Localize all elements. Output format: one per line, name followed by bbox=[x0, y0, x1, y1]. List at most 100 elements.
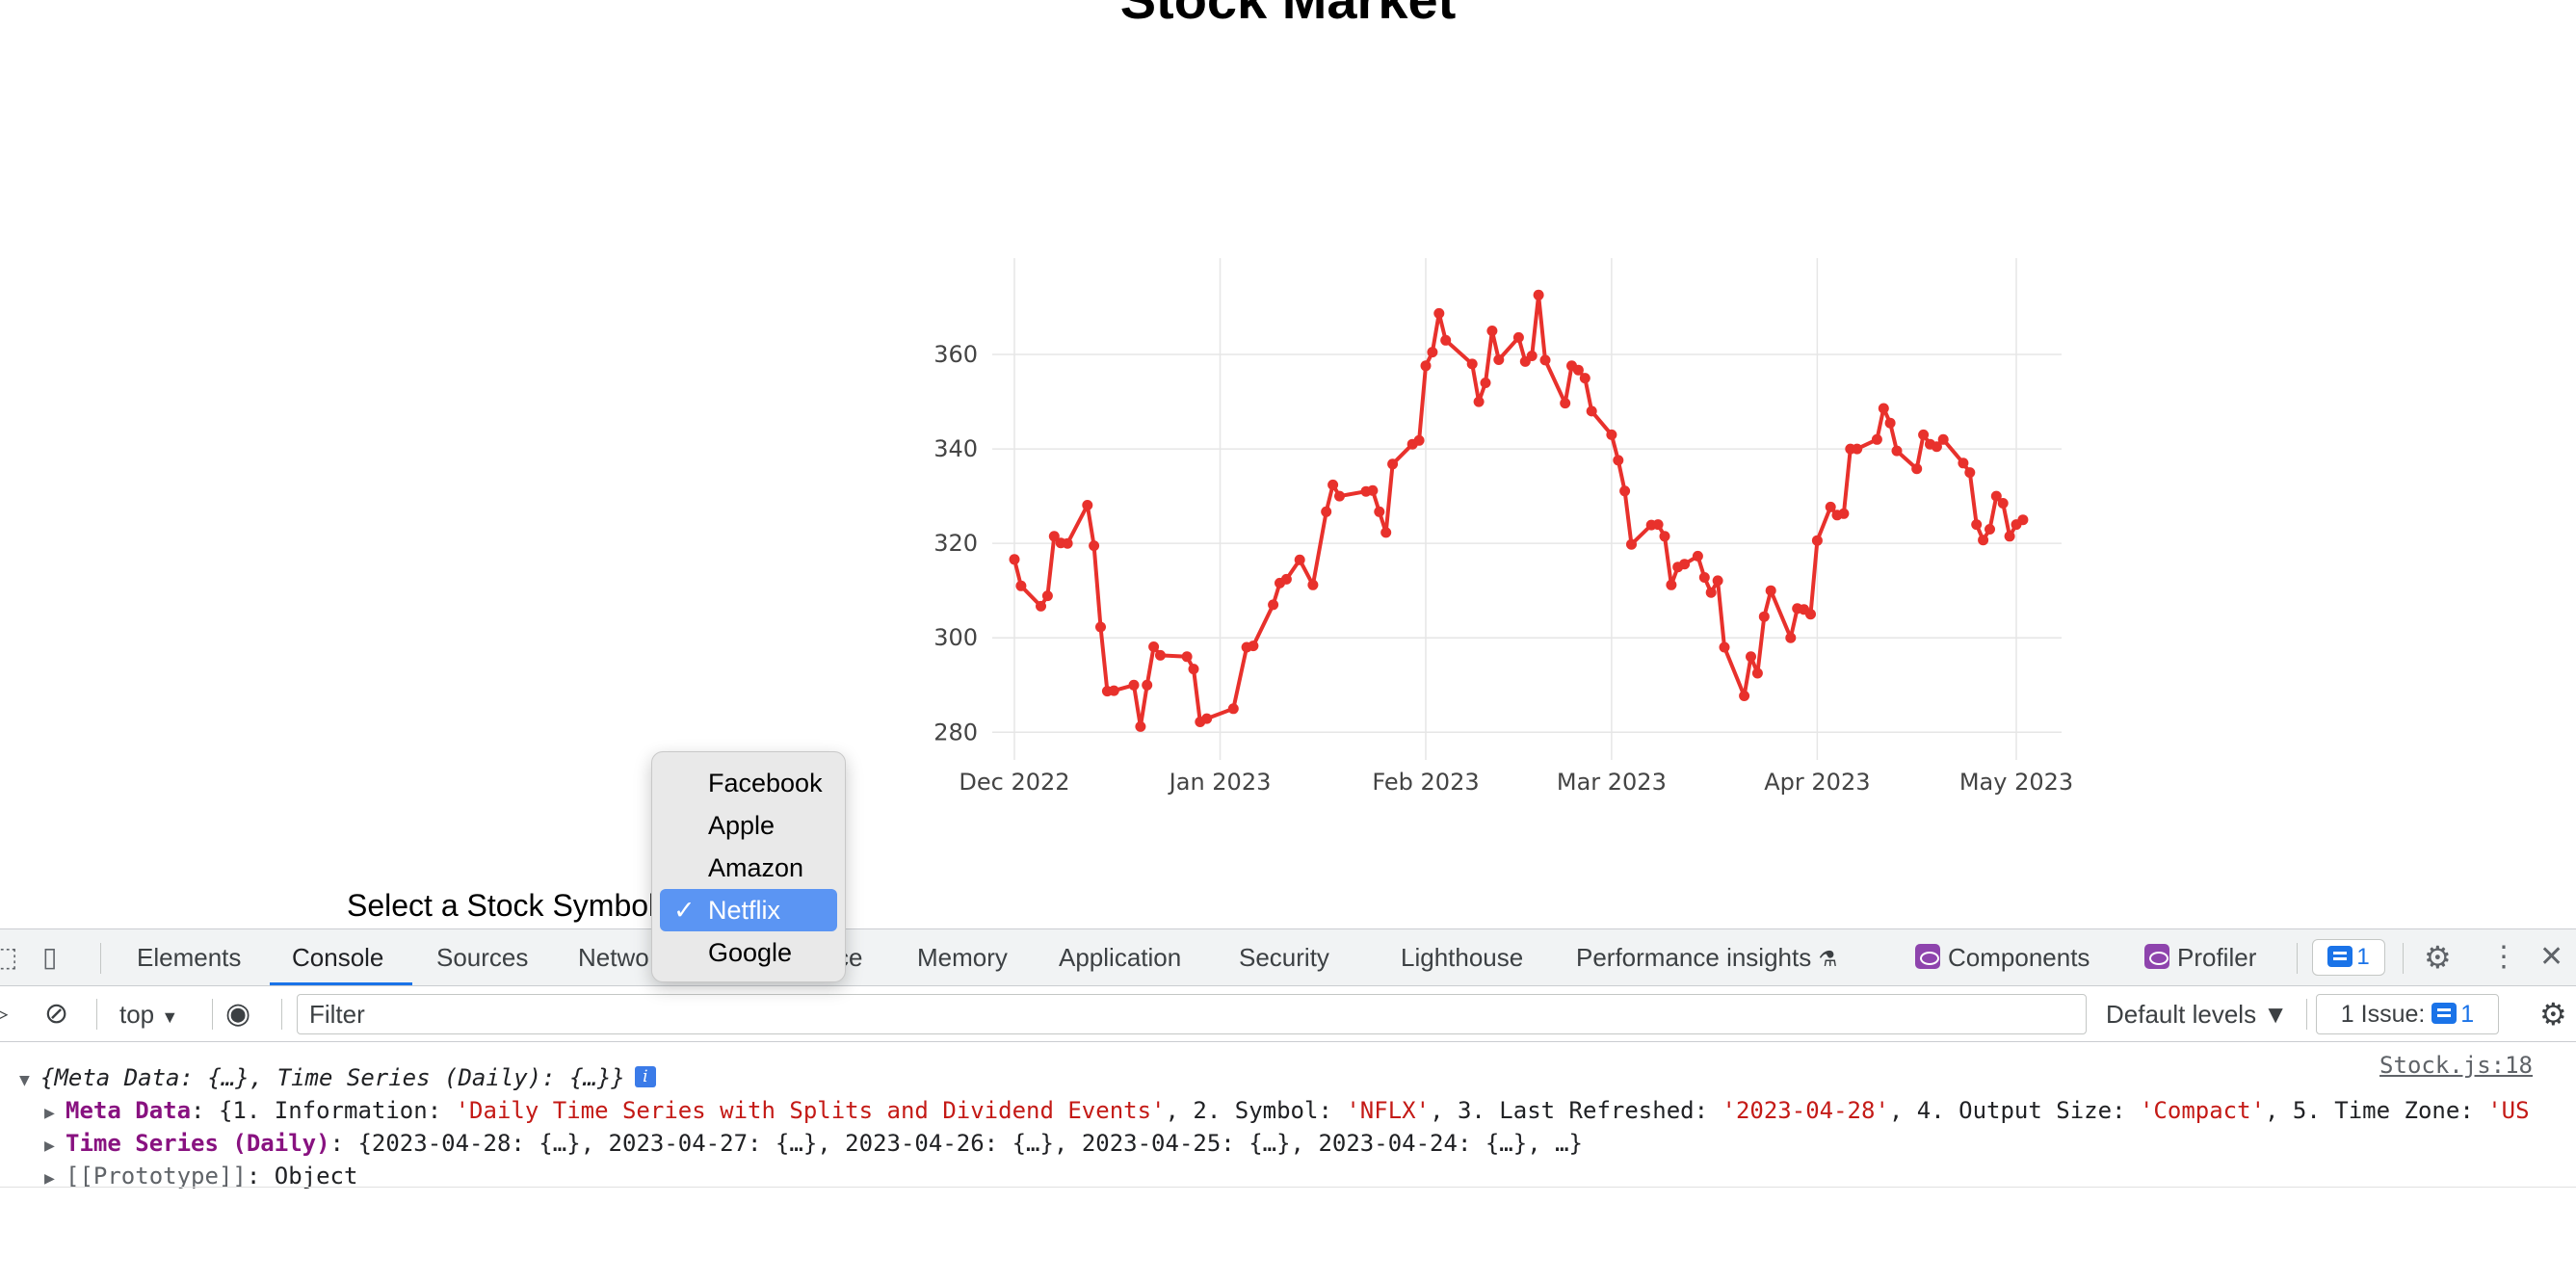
info-icon[interactable]: i bbox=[634, 1066, 656, 1087]
expand-triangle-icon[interactable]: ▼ bbox=[19, 1070, 30, 1090]
data-point bbox=[1985, 524, 1995, 535]
collapse-triangle-icon[interactable]: ▶ bbox=[44, 1136, 55, 1156]
console-log-entry[interactable]: ▼ {Meta Data: {…}, Time Series (Daily): {… bbox=[19, 1061, 656, 1094]
collapse-triangle-icon[interactable]: ▶ bbox=[44, 1168, 55, 1189]
tab-components-label: Components bbox=[1948, 943, 2090, 972]
data-point bbox=[1036, 600, 1046, 612]
console-settings-gear-icon[interactable]: ⚙ bbox=[2539, 997, 2567, 1032]
dropdown-option-google[interactable]: Google bbox=[660, 931, 837, 974]
data-point bbox=[1321, 506, 1332, 517]
tab-components[interactable]: Components bbox=[1915, 929, 2090, 985]
data-point bbox=[1852, 443, 1863, 455]
data-point bbox=[1041, 590, 1053, 602]
tab-performance-insights[interactable]: Performance insights ⚗ bbox=[1576, 929, 1837, 985]
tab-application[interactable]: Application bbox=[1059, 943, 1182, 972]
dropdown-option-amazon[interactable]: Amazon bbox=[660, 847, 837, 889]
tab-console[interactable]: Console bbox=[292, 943, 384, 972]
data-point bbox=[1739, 691, 1750, 701]
close-icon[interactable]: ✕ bbox=[2539, 941, 2564, 973]
data-point bbox=[1374, 506, 1385, 517]
data-point bbox=[1082, 500, 1093, 510]
context-value: top bbox=[119, 1000, 155, 1029]
y-tick-label: 280 bbox=[933, 719, 978, 745]
tab-memory[interactable]: Memory bbox=[917, 943, 1008, 972]
data-point bbox=[1698, 572, 1710, 583]
data-point bbox=[1380, 527, 1392, 538]
data-point bbox=[1560, 398, 1571, 409]
toolbar-divider bbox=[281, 999, 282, 1030]
data-point bbox=[2017, 514, 2029, 526]
console-filter-input[interactable] bbox=[297, 994, 2087, 1034]
context-selector[interactable]: top ▼ bbox=[119, 986, 178, 1045]
collapse-triangle-icon[interactable]: ▶ bbox=[44, 1103, 55, 1123]
data-point bbox=[1440, 334, 1452, 346]
y-tick-label: 340 bbox=[933, 435, 978, 462]
data-point bbox=[1626, 538, 1637, 550]
data-point bbox=[1248, 640, 1259, 652]
clear-console-icon[interactable]: ⊘ bbox=[44, 998, 69, 1030]
console-prop-time-series[interactable]: ▶ Time Series (Daily): {2023-04-28: {…}, … bbox=[44, 1127, 1583, 1160]
tab-sources[interactable]: Sources bbox=[436, 943, 529, 972]
data-point bbox=[1142, 679, 1153, 691]
data-point bbox=[1307, 579, 1319, 590]
eye-icon[interactable]: ◉ bbox=[225, 998, 251, 1030]
issues-button-count: 1 bbox=[2460, 1001, 2475, 1028]
react-icon bbox=[2144, 944, 2169, 970]
more-vert-icon[interactable]: ⋮ bbox=[2489, 941, 2518, 973]
device-toolbar-icon[interactable]: ▯ bbox=[42, 942, 58, 972]
data-point bbox=[1533, 289, 1544, 301]
data-point bbox=[1918, 429, 1930, 440]
string-literal: 'Compact' bbox=[2139, 1097, 2266, 1124]
x-tick-label: Apr 2023 bbox=[1764, 769, 1870, 796]
stock-symbol-dropdown[interactable]: Facebook Apple Amazon ✓ Netflix Google bbox=[651, 751, 846, 982]
data-point bbox=[1692, 550, 1703, 562]
data-point bbox=[1613, 455, 1624, 466]
sidebar-toggle-icon[interactable]: ▷ bbox=[0, 986, 8, 1042]
string-literal: '2023-04-28' bbox=[1722, 1097, 1889, 1124]
data-point bbox=[1666, 579, 1677, 590]
data-point bbox=[1009, 554, 1020, 565]
tab-profiler[interactable]: Profiler bbox=[2144, 929, 2256, 985]
data-point bbox=[1433, 307, 1445, 319]
dropdown-option-facebook[interactable]: Facebook bbox=[660, 762, 837, 804]
settings-gear-icon[interactable]: ⚙ bbox=[2424, 940, 2452, 975]
data-point bbox=[1108, 685, 1119, 696]
data-point bbox=[1526, 351, 1538, 361]
console-prop-prototype[interactable]: ▶ [[Prototype]]: Object bbox=[44, 1160, 357, 1192]
x-tick-label: Feb 2023 bbox=[1372, 769, 1479, 796]
tab-lighthouse[interactable]: Lighthouse bbox=[1401, 943, 1524, 972]
issues-counter-badge[interactable]: 1 bbox=[2312, 939, 2385, 976]
data-point bbox=[1062, 537, 1073, 549]
x-tick-label: Dec 2022 bbox=[959, 769, 1069, 796]
inspect-icon[interactable]: ⬚ bbox=[0, 942, 18, 972]
react-icon bbox=[1915, 944, 1940, 970]
dropdown-option-apple[interactable]: Apple bbox=[660, 804, 837, 847]
toolbar-divider bbox=[2306, 999, 2307, 1030]
dropdown-option-label: Facebook bbox=[708, 769, 823, 797]
object-text: , 4. Output Size: bbox=[1888, 1097, 2140, 1124]
console-source-link[interactable]: Stock.js:18 bbox=[2379, 1052, 2533, 1079]
chart-gridlines bbox=[992, 258, 2062, 760]
y-tick-label: 300 bbox=[933, 624, 978, 651]
console-toolbar: ▷ ⊘ top ▼ ◉ Default levels ▼ 1 Issue: 1 … bbox=[0, 986, 2576, 1042]
data-point bbox=[1095, 621, 1106, 633]
data-point bbox=[1679, 559, 1691, 570]
data-point bbox=[1512, 331, 1524, 343]
console-prop-meta-data[interactable]: ▶ Meta Data: {1. Information: 'Daily Time… bbox=[44, 1094, 2530, 1127]
data-point bbox=[1659, 531, 1670, 542]
log-levels-dropdown[interactable]: Default levels ▼ bbox=[2106, 1000, 2289, 1029]
tab-security[interactable]: Security bbox=[1239, 943, 1329, 972]
tab-performance-insights-label: Performance insights bbox=[1576, 943, 1812, 972]
data-point bbox=[2004, 531, 2015, 542]
tab-elements[interactable]: Elements bbox=[137, 943, 242, 972]
active-tab-indicator bbox=[270, 982, 412, 985]
dropdown-option-netflix[interactable]: ✓ Netflix bbox=[660, 889, 837, 931]
data-point bbox=[1327, 479, 1339, 490]
data-point bbox=[1751, 667, 1763, 679]
prop-key: Time Series (Daily) bbox=[66, 1130, 330, 1157]
data-point bbox=[1420, 360, 1432, 372]
issues-button[interactable]: 1 Issue: 1 bbox=[2316, 994, 2499, 1034]
tab-network[interactable]: Netwo bbox=[578, 943, 649, 972]
data-point bbox=[1937, 433, 1949, 445]
x-tick-label: May 2023 bbox=[1959, 769, 2073, 796]
